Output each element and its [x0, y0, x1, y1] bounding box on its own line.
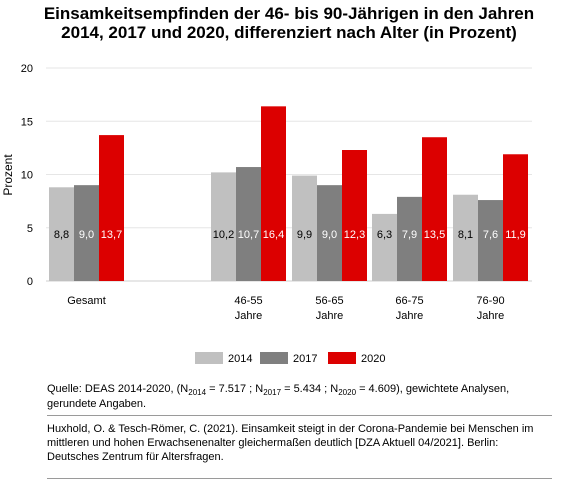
data-label-2017-0: 9,0 [79, 229, 94, 241]
y-tick-label: 10 [21, 170, 33, 182]
legend-swatch-2017 [260, 352, 288, 364]
bar-2017-4 [478, 200, 503, 281]
legend-label-2020: 2020 [361, 353, 385, 365]
bar-2014-0 [49, 187, 74, 281]
bar-2017-2 [317, 185, 342, 281]
data-label-2020-0: 13,7 [101, 229, 122, 241]
bar-2020-3 [422, 137, 447, 281]
data-label-2014-1: 10,2 [213, 229, 234, 241]
bar-2014-4 [453, 194, 478, 281]
source-n-2020-value: = 4.609), gewichtete Analysen, gerundete… [47, 383, 510, 410]
bar-2014-1 [211, 172, 236, 281]
source-n-2014-value: = 7.517 ; N [206, 383, 264, 395]
source-n-2017-subscript: 2017 [263, 388, 282, 398]
divider-bottom [47, 478, 552, 479]
y-tick-label: 5 [27, 223, 33, 235]
data-label-2014-2: 9,9 [297, 229, 312, 241]
data-label-2020-2: 12,3 [344, 229, 365, 241]
source-n-2014-subscript: 2014 [188, 388, 207, 398]
x-tick-label-3-1: Jahre [396, 310, 424, 322]
source-n-2020-subscript: 2020 [338, 388, 357, 398]
data-label-2017-1: 10,7 [238, 229, 259, 241]
data-label-2014-3: 6,3 [377, 229, 392, 241]
bar-2017-0 [74, 185, 99, 281]
y-tick-label: 20 [21, 63, 33, 75]
data-label-2014-0: 8,8 [54, 229, 69, 241]
legend-label-2017: 2017 [293, 353, 317, 365]
legend-label-2014: 2014 [228, 353, 252, 365]
bar-2020-2 [342, 150, 367, 281]
bar-2014-3 [372, 213, 397, 281]
x-tick-label-4-0: 76-90 [476, 295, 504, 307]
legend-swatch-2020 [328, 352, 356, 364]
citation: Huxhold, O. & Tesch-Römer, C. (2021). Ei… [47, 423, 534, 463]
source-note: Quelle: DEAS 2014-2020, (N2014 = 7.517 ;… [47, 382, 557, 412]
data-label-2014-4: 8,1 [458, 229, 473, 241]
data-label-2017-4: 7,6 [483, 229, 498, 241]
source-prefix: Quelle: DEAS 2014-2020, (N [47, 383, 189, 395]
x-tick-label-1-1: Jahre [235, 310, 263, 322]
legend-swatch-2014 [195, 352, 223, 364]
bar-2020-0 [99, 135, 124, 281]
x-tick-label-1-0: 46-55 [234, 295, 262, 307]
y-axis-label: Prozent [1, 154, 15, 196]
divider-top [47, 415, 552, 416]
x-tick-label-4-1: Jahre [477, 310, 505, 322]
data-label-2017-2: 9,0 [322, 229, 337, 241]
y-tick-label: 0 [27, 276, 33, 288]
bar-2020-1 [261, 106, 286, 281]
bar-2017-1 [236, 167, 261, 281]
bar-2020-4 [503, 154, 528, 281]
bar-2014-2 [292, 175, 317, 281]
x-tick-label-0-0: Gesamt [67, 295, 106, 307]
data-label-2020-1: 16,4 [263, 229, 284, 241]
x-tick-label-2-0: 56-65 [315, 295, 343, 307]
bar-chart: 0 5 10 15 20 Prozent 8,8 10,2 9,9 6,3 8,1 9,0 10,7 9,… [1, 63, 532, 365]
chart-title-line-1: Einsamkeitsempfinden der 46- bis 90-Jähr… [43, 4, 535, 23]
bar-2017-3 [397, 196, 422, 281]
chart-title-line-2: 2014, 2017 und 2020, differenziert nach … [61, 23, 517, 42]
x-tick-label-2-1: Jahre [316, 310, 344, 322]
y-tick-label: 15 [21, 116, 33, 128]
data-label-2020-3: 13,5 [424, 229, 445, 241]
data-label-2020-4: 11,9 [505, 229, 526, 241]
source-n-2017-value: = 5.434 ; N [281, 383, 339, 395]
chart-title: Einsamkeitsempfinden der 46- bis 90-Jähr… [0, 4, 578, 42]
x-tick-label-3-0: 66-75 [395, 295, 423, 307]
data-label-2017-3: 7,9 [402, 229, 417, 241]
